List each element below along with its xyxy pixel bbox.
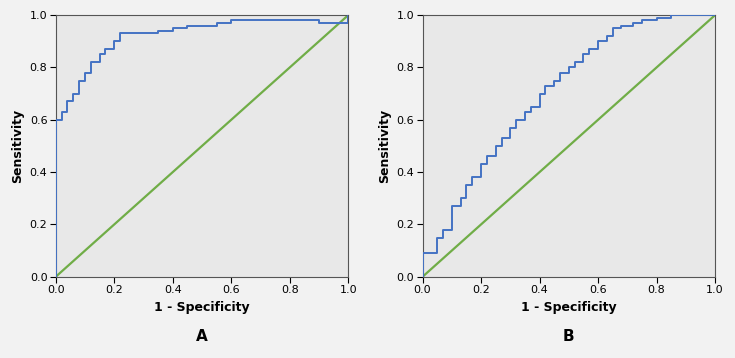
Text: B: B	[563, 329, 575, 344]
Text: A: A	[196, 329, 208, 344]
Y-axis label: Sensitivity: Sensitivity	[11, 109, 24, 183]
Y-axis label: Sensitivity: Sensitivity	[378, 109, 391, 183]
X-axis label: 1 - Specificity: 1 - Specificity	[154, 301, 250, 314]
X-axis label: 1 - Specificity: 1 - Specificity	[521, 301, 617, 314]
